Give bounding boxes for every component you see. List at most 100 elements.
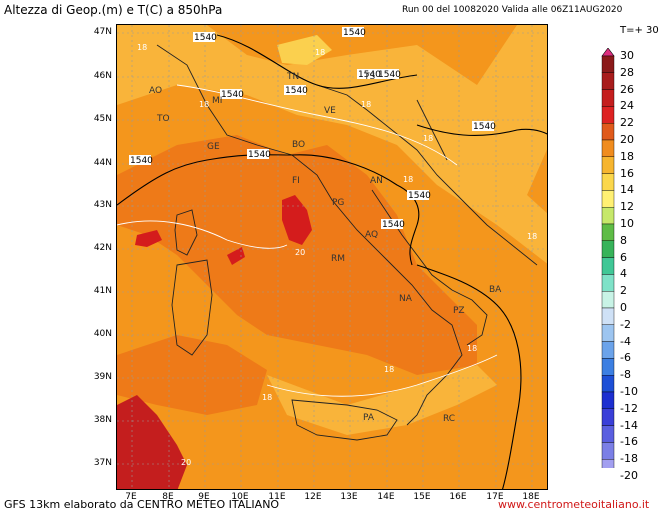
isotherm-label: 18 (137, 43, 147, 52)
footer-credit: GFS 13km elaborato da CENTRO METEO ITALI… (4, 498, 280, 511)
scale-swatch (601, 156, 615, 174)
field-22-24-corsica (135, 230, 162, 247)
isohypse-label-box (377, 69, 399, 79)
city-label: AO (149, 86, 162, 96)
lon-tick: 14E (377, 492, 395, 502)
isotherm-label: 18 (423, 134, 433, 143)
lat-tick: 46N (93, 71, 112, 81)
scale-label: 22 (620, 116, 634, 130)
lon-tick: 10E (231, 492, 249, 502)
isohypses (117, 34, 547, 489)
isohypse-label: 1540 (248, 150, 271, 160)
scale-swatch (601, 139, 615, 157)
scale-label: -18 (620, 452, 638, 466)
scale-label: 18 (620, 149, 634, 163)
scale-swatch (601, 375, 615, 393)
isohypse-label: 1540 (343, 28, 366, 38)
footer-website[interactable]: www.centrometeoitaliano.it (498, 498, 650, 511)
isohypse-label: 1540 (358, 70, 381, 80)
scale-swatch (601, 358, 615, 376)
isohypse-label-box (220, 89, 242, 99)
scale-label: -2 (620, 317, 631, 331)
scale-label: 12 (620, 200, 634, 214)
isotherm-label: 18 (467, 344, 477, 353)
scale-label: -20 (620, 469, 638, 482)
isotherm-label: 20 (181, 458, 191, 467)
isohypse-label-box (193, 32, 215, 42)
scale-swatch (601, 257, 615, 275)
city-label: NA (399, 294, 413, 304)
field-14-16-alps (277, 35, 332, 65)
isotherm-label: 18 (403, 175, 413, 184)
scale-label: -16 (620, 435, 638, 449)
scale-swatch (601, 274, 615, 292)
map-canvas: 1540 1540 1540 1540 1540 1540 1540 1540 … (117, 25, 547, 489)
lon-tick: 11E (268, 492, 286, 502)
forecast-step: T=+ 30 (620, 25, 659, 36)
scale-label: 4 (620, 267, 627, 281)
city-label-group: AO MI TO GE BO VE TN TS FI AN PG AQ RM N… (149, 72, 502, 424)
city-label: PG (332, 198, 344, 208)
field-20-22-sea (117, 335, 267, 415)
scale-label: 24 (620, 99, 634, 113)
city-label: FI (292, 176, 300, 186)
city-label: BO (292, 140, 305, 150)
city-label: GE (207, 142, 220, 152)
isotherms (117, 84, 498, 397)
scale-label: -6 (620, 351, 631, 365)
temperature-color-scale (601, 48, 615, 468)
field-22-24-sicily-sea (117, 395, 187, 489)
isohypse-label-box (342, 27, 364, 37)
isohypse-label: 1540 (378, 70, 401, 80)
isohypse-label: 1540 (221, 90, 244, 100)
scale-swatch (601, 223, 615, 241)
lon-tick: 17E (486, 492, 504, 502)
city-label: AQ (365, 230, 378, 240)
lat-tick: 41N (93, 286, 112, 296)
lon-tick: 18E (522, 492, 540, 502)
lon-tick: 16E (449, 492, 467, 502)
scale-label: 28 (620, 65, 634, 79)
scale-swatch (601, 459, 615, 468)
city-label: PA (363, 413, 375, 423)
isotherm-label: 20 (295, 248, 305, 257)
isotherm-label: 18 (527, 232, 537, 241)
scale-label: 8 (620, 233, 627, 247)
isohypse-label-box (381, 219, 403, 229)
lon-tick: 12E (304, 492, 322, 502)
scale-swatch (601, 72, 615, 90)
field-16-18-adriatic (437, 135, 547, 240)
scale-label: 14 (620, 183, 634, 197)
scale-label: 20 (620, 133, 634, 146)
map-title: Altezza di Geop.(m) e T(C) a 850hPa (4, 3, 223, 17)
lat-tick: 37N (93, 458, 112, 468)
scale-label: -10 (620, 385, 638, 398)
scale-swatch (601, 425, 615, 443)
isohypse-label: 1540 (408, 191, 431, 201)
scale-label: -12 (620, 401, 638, 415)
scale-label: 10 (620, 217, 634, 230)
lon-tick: 13E (340, 492, 358, 502)
isotherm-label: 18 (384, 365, 394, 374)
scale-label: 6 (620, 250, 627, 264)
isohypse-label-box (407, 190, 429, 200)
city-label: TN (286, 72, 299, 82)
field-16-18-north (117, 25, 547, 264)
lat-tick: 47N (93, 27, 112, 37)
scale-swatch (601, 290, 615, 309)
scale-label: 26 (620, 82, 634, 96)
isohypse-label-box (357, 69, 379, 79)
scale-swatch (601, 442, 615, 460)
lon-tick: 9E (198, 492, 210, 502)
scale-label: 30 (620, 49, 634, 62)
temperature-map: 1540 1540 1540 1540 1540 1540 1540 1540 … (116, 24, 548, 490)
scale-swatch (601, 106, 615, 124)
lat-tick: 45N (93, 114, 112, 124)
lat-tick: 40N (93, 329, 112, 339)
scale-label: -14 (620, 418, 638, 432)
lon-tick: 7E (125, 492, 137, 502)
city-label: RM (331, 254, 345, 264)
scale-swatch (601, 391, 615, 409)
isohypse-label: 1540 (130, 156, 153, 166)
lat-tick: 43N (93, 200, 112, 210)
